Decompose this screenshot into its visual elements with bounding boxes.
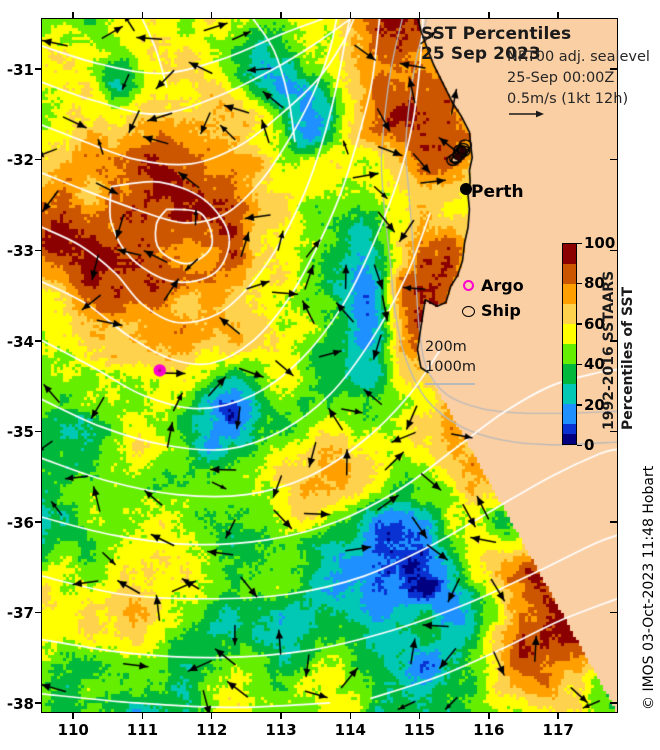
argo-legend-label: Argo	[481, 276, 524, 295]
y-tick-mark	[35, 521, 42, 523]
x-tick-mark	[349, 712, 352, 719]
colorbar-tick	[577, 282, 582, 285]
colorbar-label-dataset: 1992-2016 SSTAARS	[601, 270, 617, 430]
x-tick-label: 114	[334, 721, 366, 739]
perth-label: Perth	[471, 182, 524, 202]
x-tick-mark	[72, 712, 74, 719]
y-tick-mark	[35, 158, 42, 161]
argo-legend-marker-icon	[463, 280, 474, 291]
depth-key-200m: 200m	[425, 339, 467, 355]
colorbar-band	[563, 344, 576, 364]
x-tick-mark-top	[349, 12, 352, 19]
sst-percentile-raster	[42, 19, 617, 712]
colorbar-tick	[577, 444, 582, 446]
x-tick-mark-top	[210, 12, 213, 19]
y-tick-label: -32	[6, 151, 34, 170]
ship-legend-marker-icon	[462, 306, 475, 317]
x-tick-mark-top	[488, 12, 490, 19]
y-tick-mark-right	[610, 521, 617, 523]
x-tick-label: 111	[126, 721, 159, 739]
copyright-credit: © IMOS 03-Oct-2023 11:48 Hobart	[641, 465, 657, 710]
y-tick-mark-right	[610, 68, 617, 70]
x-tick-label: 115	[403, 721, 436, 739]
ship-legend-label: Ship	[481, 301, 521, 320]
colorbar-band	[563, 434, 576, 444]
x-tick-mark	[418, 712, 421, 719]
colorbar-tick	[577, 363, 582, 366]
y-tick-mark	[35, 68, 42, 70]
map-plot-area[interactable]	[41, 18, 618, 713]
colorbar-label-quantity: Percentiles of SST	[620, 286, 636, 430]
x-tick-label: 116	[473, 721, 505, 739]
depth-key-rule	[425, 383, 475, 385]
x-tick-label: 110	[57, 721, 89, 739]
figure-title: SST Percentiles	[421, 24, 572, 44]
x-tick-mark-top	[418, 12, 421, 19]
x-tick-mark	[488, 712, 490, 719]
colorbar-band	[563, 404, 576, 424]
y-tick-label: -36	[6, 513, 34, 532]
colorbar-band	[563, 424, 576, 434]
x-tick-mark-top	[72, 12, 74, 19]
x-tick-label: 117	[542, 721, 574, 739]
colorbar-tick-label: 20	[584, 395, 605, 414]
colorbar-band	[563, 284, 576, 304]
subtitle-timestamp: 25-Sep 00:00Z	[507, 70, 615, 86]
y-tick-mark	[35, 430, 42, 433]
subtitle-dataset: NRT00 adj. sealevel	[507, 49, 650, 65]
velocity-scale-arrow-icon	[509, 110, 544, 118]
x-tick-mark-top	[141, 12, 144, 19]
figure-title-date: 25 Sep 2023	[421, 44, 541, 64]
colorbar-tick-label: 80	[584, 274, 605, 293]
y-tick-label: -37	[6, 604, 34, 623]
x-tick-label: 113	[265, 721, 297, 739]
colorbar-band	[563, 364, 576, 384]
y-tick-mark	[35, 611, 42, 614]
x-tick-mark-top	[557, 12, 559, 19]
y-tick-mark-right	[610, 611, 617, 614]
y-tick-mark-right	[610, 702, 617, 704]
x-tick-mark-top	[280, 12, 282, 19]
subtitle-velocity-scale: 0.5m/s (1kt 12h)	[507, 91, 629, 107]
x-tick-mark	[280, 712, 282, 719]
y-tick-mark	[35, 340, 42, 342]
colorbar-band	[563, 304, 576, 324]
colorbar-band	[563, 384, 576, 404]
depth-key-1000m: 1000m	[425, 359, 477, 375]
colorbar-band	[563, 324, 576, 344]
colorbar-band	[563, 264, 576, 284]
y-tick-label: -33	[6, 242, 34, 260]
colorbar-tick	[577, 323, 582, 325]
colorbar-tick-label: 0	[584, 436, 595, 454]
x-tick-mark	[141, 712, 144, 719]
y-tick-label: -35	[6, 423, 34, 442]
colorbar-tick-label: 60	[584, 314, 605, 333]
perth-city-marker	[460, 183, 472, 195]
colorbar-band	[563, 244, 576, 264]
colorbar-tick	[577, 242, 582, 244]
colorbar	[562, 243, 577, 445]
x-tick-mark	[210, 712, 213, 719]
y-tick-mark-right	[610, 340, 617, 342]
y-tick-label: -34	[6, 332, 34, 351]
colorbar-tick-label: 100	[584, 234, 616, 252]
y-tick-mark-right	[610, 158, 617, 161]
y-tick-mark	[35, 702, 42, 704]
colorbar-tick-label: 40	[584, 355, 605, 374]
x-tick-mark	[557, 712, 559, 719]
y-tick-mark-right	[610, 430, 617, 433]
x-tick-label: 112	[196, 721, 228, 739]
y-tick-mark-right	[610, 249, 617, 251]
y-tick-label: -38	[6, 694, 34, 713]
y-tick-mark	[35, 249, 42, 251]
colorbar-tick	[577, 404, 582, 406]
y-tick-label: -31	[6, 60, 34, 79]
